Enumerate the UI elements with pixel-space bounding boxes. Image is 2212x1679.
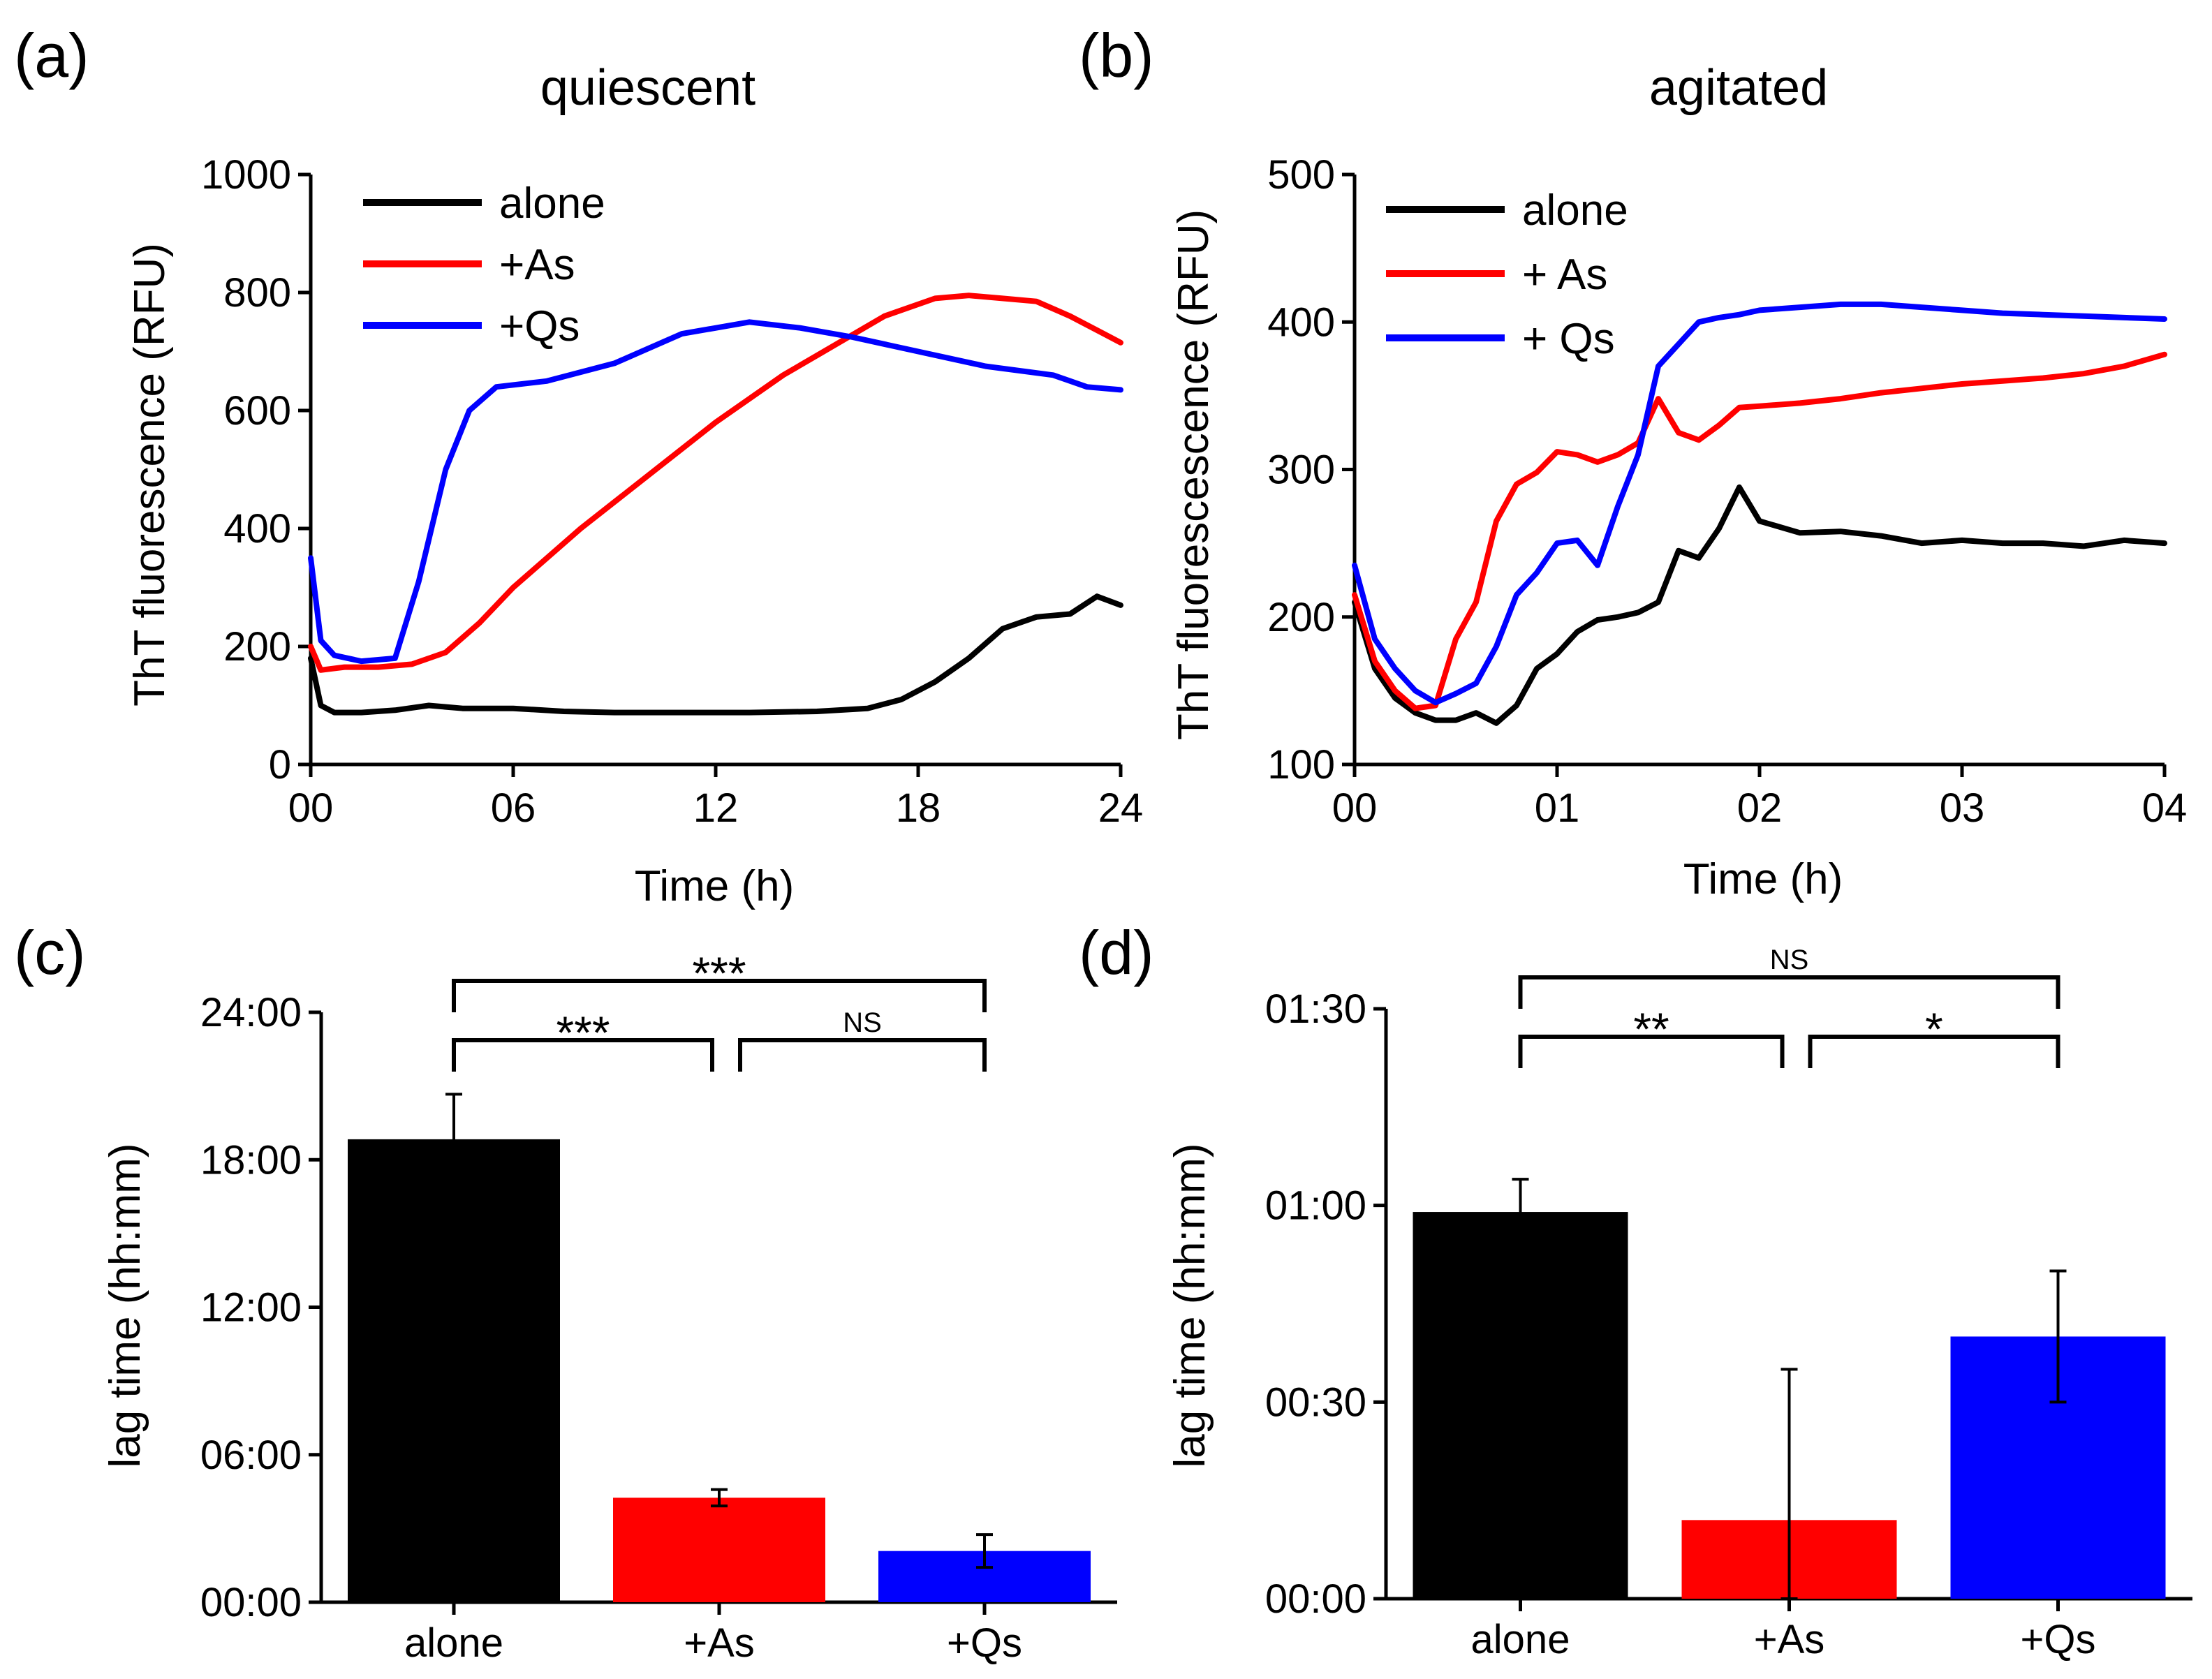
panel-a-y-tick-label: 800 [223,270,291,316]
panel-d-y-axis-title: lag time (hh:mm) [1166,1143,1214,1467]
panel-c-x-tick-label: +Qs [947,1620,1022,1666]
panel-b-y-tick-label: 400 [1267,299,1335,345]
panel-c-x-tick-label: alone [404,1620,503,1666]
panel-c-bar-as [613,1497,825,1602]
panel-d-significance-bracket [1518,975,2060,1009]
panel-b-title: agitated [1649,60,1828,116]
panel-a-series-alone-line [308,593,1123,716]
panel-b-line-chart: (b) agitated ThT fluorescescence (RFU) T… [1079,21,2187,903]
panel-a-x-axis-title: Time (h) [635,862,794,910]
panel-b-x-tick-label: 02 [1737,785,1783,831]
panel-c-bar-alone [348,1139,560,1602]
panel-c-significance-label: *** [692,947,746,999]
panel-a-y-tick-label: 400 [223,506,291,552]
panel-b-x-tick-label: 03 [1940,785,1985,831]
panel-c-significance-label: *** [556,1007,610,1058]
panel-b-x-tick-label: 04 [2142,785,2188,831]
panel-b-legend: alone + As + Qs [1386,186,1628,363]
panel-d-label: (d) [1079,918,1154,987]
panel-d-x-tick-label: alone [1471,1617,1570,1662]
panel-b-y-tick-label: 500 [1267,152,1335,198]
panel-d-y-tick-label: 00:00 [1265,1576,1366,1622]
panel-d-bar-chart: (d) lag time (hh:mm) 00:00 00:30 01:00 01:3… [1079,918,2192,1662]
panel-d-significance-label: NS [1770,945,1809,975]
panel-b-y-tick-label: 300 [1267,448,1335,493]
panel-a-x-tick-label: 00 [288,785,334,831]
panel-b-x-axis-title: Time (h) [1683,855,1843,903]
panel-c-y-tick-label: 18:00 [200,1137,302,1183]
panel-a-y-tick-label: 1000 [201,152,291,198]
panel-c-x-tick-label: +As [684,1620,755,1666]
panel-b-series [1352,301,2167,726]
panel-c-label: (c) [14,918,86,987]
panel-b-legend-label: + As [1522,251,1607,299]
panel-d-significance: ** *NS [1518,945,2060,1068]
panel-b-series-qs-line [1352,301,2167,706]
panel-c-significance-bracket [452,1038,714,1072]
panel-d-bars [1413,1178,2166,1600]
panel-a-x-tick-label: 18 [896,785,941,831]
panel-a-series [308,293,1123,716]
panel-a-label: (a) [14,21,89,90]
panel-c-significance: *** NS *** [452,947,987,1072]
panel-a-y-tick-label: 200 [223,624,291,670]
panel-c-y-tick-label: 00:00 [200,1580,302,1625]
panel-c-significance-label: NS [843,1007,882,1038]
panel-a-axes: 0 200 400 600 800 1000 00 06 12 18 24 [201,152,1143,831]
panel-b-y-tick-label: 100 [1267,742,1335,787]
panel-d-y-tick-label: 00:30 [1265,1380,1366,1425]
panel-a-y-tick-label: 0 [269,742,291,787]
panel-c-y-tick-label: 24:00 [200,990,302,1035]
panel-b-series-alone-line [1352,484,2167,726]
panel-b-label: (b) [1079,21,1154,90]
panel-b-x-tick-label: 01 [1535,785,1580,831]
panel-d-significance-label: ** [1633,1003,1669,1055]
panel-d-y-tick-label: 01:00 [1265,1183,1366,1229]
panel-d-significance-label: * [1925,1003,1943,1055]
panel-b-y-tick-label: 200 [1267,595,1335,640]
panel-c-y-tick-label: 12:00 [200,1285,302,1331]
panel-a-y-axis-title: ThT fluorescence (RFU) [126,243,174,707]
panel-a-series-qs-line [308,319,1123,665]
panel-d-significance-bracket [1808,1035,2060,1068]
panel-a-x-tick-label: 06 [491,785,536,831]
panel-a-x-tick-label: 24 [1098,785,1144,831]
panel-b-series-as-line [1352,351,2167,711]
panel-d-bar-alone [1413,1212,1628,1599]
panel-a-y-tick-label: 600 [223,388,291,434]
panel-c-bars [348,1093,1091,1602]
panel-c-significance-bracket [452,979,987,1012]
panel-c-y-tick-label: 06:00 [200,1433,302,1478]
panel-b-y-axis-title: ThT fluorescescence (RFU) [1170,209,1218,740]
panel-c-bar-chart: (c) lag time (hh:mm) 00:00 06:00 12:00 18:0… [14,918,1117,1666]
panel-d-y-tick-label: 01:30 [1265,986,1366,1032]
panel-a-legend-label: alone [499,179,605,228]
panel-b-legend-label: + Qs [1522,315,1615,363]
panel-d-x-tick-label: +Qs [2021,1617,2096,1662]
panel-a-legend: alone +As +Qs [363,179,605,350]
panel-c-axes: 00:00 06:00 12:00 18:00 24:00 alone +As +Qs [200,990,1117,1666]
panel-a-title: quiescent [540,60,755,116]
panel-c-y-axis-title: lag time (hh:mm) [101,1143,149,1467]
panel-a-series-as-line [308,293,1123,673]
panel-b-axes: 100 200 300 400 500 00 01 02 03 04 [1267,152,2187,831]
panel-a-line-chart: (a) quiescent ThT fluorescence (RFU) Tim… [14,21,1143,910]
panel-d-significance-bracket [1518,1035,1785,1068]
panel-c-significance-bracket [738,1038,987,1072]
panel-b-x-tick-label: 00 [1332,785,1378,831]
panel-a-legend-label: +As [499,241,575,289]
panel-a-x-tick-label: 12 [693,785,739,831]
panel-b-legend-label: alone [1522,186,1628,235]
panel-d-x-tick-label: +As [1754,1617,1825,1662]
panel-a-legend-label: +Qs [499,302,580,350]
